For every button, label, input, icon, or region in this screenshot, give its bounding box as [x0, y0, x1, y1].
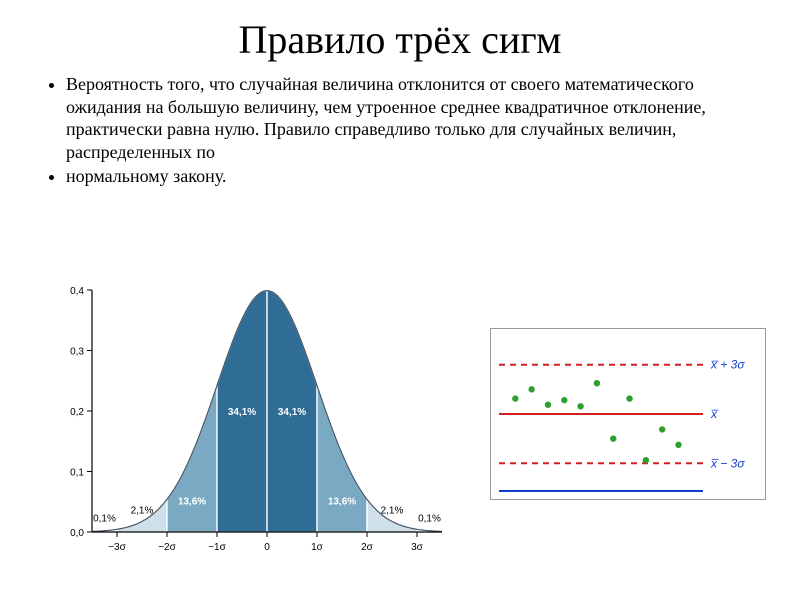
charts-area: 0,0 0,1 0,2 0,3 0,4 −3σ −2σ −1σ 0 1σ 2σ 3σ 2,1% 13,6%… — [0, 282, 800, 572]
body-text: Вероятность того, что случайная величина… — [46, 73, 764, 188]
bell-chart: 0,0 0,1 0,2 0,3 0,4 −3σ −2σ −1σ 0 1σ 2σ 3σ 2,1% 13,6%… — [44, 282, 454, 562]
page-title: Правило трёх сигм — [36, 16, 764, 63]
svg-text:13,6%: 13,6% — [178, 497, 206, 508]
svg-text:0,3: 0,3 — [70, 347, 84, 358]
bullet-2: нормальному закону. — [66, 165, 764, 188]
svg-text:0: 0 — [264, 542, 270, 553]
svg-text:13,6%: 13,6% — [328, 497, 356, 508]
svg-text:0,1%: 0,1% — [93, 513, 116, 524]
control-chart: x̅ + 3σx̅x̅ − 3σ — [490, 328, 766, 500]
svg-text:2,1%: 2,1% — [381, 505, 404, 516]
bullet-1: Вероятность того, что случайная величина… — [66, 73, 764, 163]
svg-text:x̅ − 3σ: x̅ − 3σ — [710, 456, 745, 470]
svg-text:3σ: 3σ — [411, 542, 424, 553]
svg-text:34,1%: 34,1% — [228, 407, 256, 418]
svg-text:34,1%: 34,1% — [278, 407, 306, 418]
svg-text:1σ: 1σ — [311, 542, 324, 553]
svg-text:2,1%: 2,1% — [131, 505, 154, 516]
svg-text:−2σ: −2σ — [158, 542, 176, 553]
svg-text:x̅ + 3σ: x̅ + 3σ — [710, 358, 745, 372]
svg-text:0,1: 0,1 — [70, 468, 84, 479]
svg-text:0,4: 0,4 — [70, 286, 84, 297]
slide: Правило трёх сигм Вероятность того, что … — [0, 0, 800, 600]
svg-text:0,0: 0,0 — [70, 528, 84, 539]
svg-text:2σ: 2σ — [361, 542, 374, 553]
svg-text:−1σ: −1σ — [208, 542, 226, 553]
svg-text:−3σ: −3σ — [108, 542, 126, 553]
svg-text:0,2: 0,2 — [70, 407, 84, 418]
svg-text:0,1%: 0,1% — [418, 513, 441, 524]
